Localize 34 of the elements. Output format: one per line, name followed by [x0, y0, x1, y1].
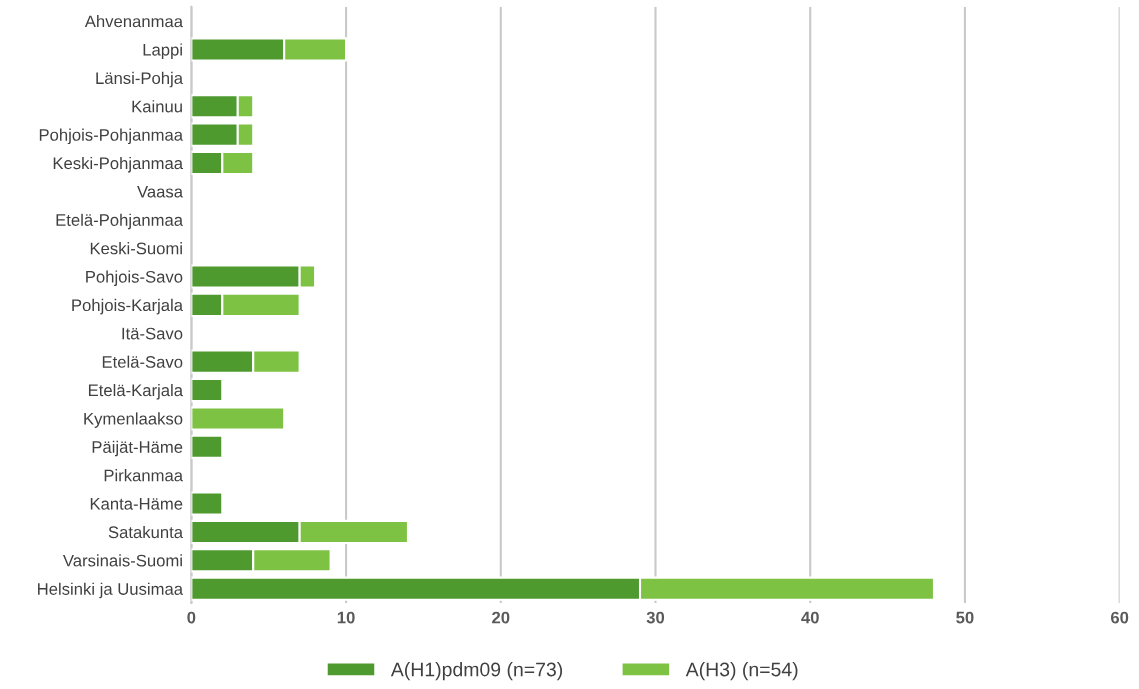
y-tick-label: Kanta-Häme: [90, 498, 183, 510]
x-tick-label: 30: [646, 611, 665, 624]
legend-label: A(H1)pdm09 (n=73): [390, 662, 563, 681]
y-tick-label: Satakunta: [108, 525, 184, 539]
x-tick-label: 10: [337, 611, 355, 624]
y-tick-label: Kainuu: [132, 100, 182, 113]
y-tick-label: Pohjois-Karjala: [72, 298, 184, 315]
y-tick-label: Etelä-Savo: [102, 355, 183, 368]
x-tick-label: 50: [956, 611, 974, 624]
x-tick-label: 40: [801, 611, 819, 624]
y-tick-label: Vaasa: [137, 185, 184, 198]
y-tick-label: Etelä-Pohjanmaa: [56, 213, 184, 230]
bar: [191, 491, 224, 516]
y-tick-label: Päijät-Häme: [92, 440, 183, 457]
y-tick-label: Varsinais-Suomi: [62, 554, 182, 567]
y-tick-label: Lappi: [143, 43, 182, 59]
y-tick-label: Pohjois-Pohjanmaa: [39, 128, 184, 145]
legend-label: A(H3) (n=54): [685, 662, 798, 681]
y-tick-label: Länsi-Pohja: [96, 71, 184, 88]
bar: [191, 406, 286, 431]
y-tick-label: Helsinki ja Uusimaa: [38, 582, 184, 599]
y-tick-label: Keski-Pohjanmaa: [53, 156, 184, 173]
x-tick-label: 0: [187, 611, 196, 624]
y-tick-label: Kymenlaakso: [84, 412, 183, 428]
y-tick-label: Itä-Savo: [122, 327, 183, 340]
y-tick-label: Pirkanmaa: [104, 469, 184, 482]
x-tick-label: 20: [492, 611, 510, 624]
y-tick-label: Keski-Suomi: [90, 242, 182, 255]
bar: [191, 434, 224, 459]
y-tick-label: Ahvenanmaa: [84, 15, 184, 28]
bar: [191, 377, 224, 403]
x-tick-label: 60: [1110, 611, 1129, 624]
y-tick-label: Pohjois-Savo: [86, 270, 183, 286]
y-tick-label: Etelä-Karjala: [88, 383, 184, 400]
